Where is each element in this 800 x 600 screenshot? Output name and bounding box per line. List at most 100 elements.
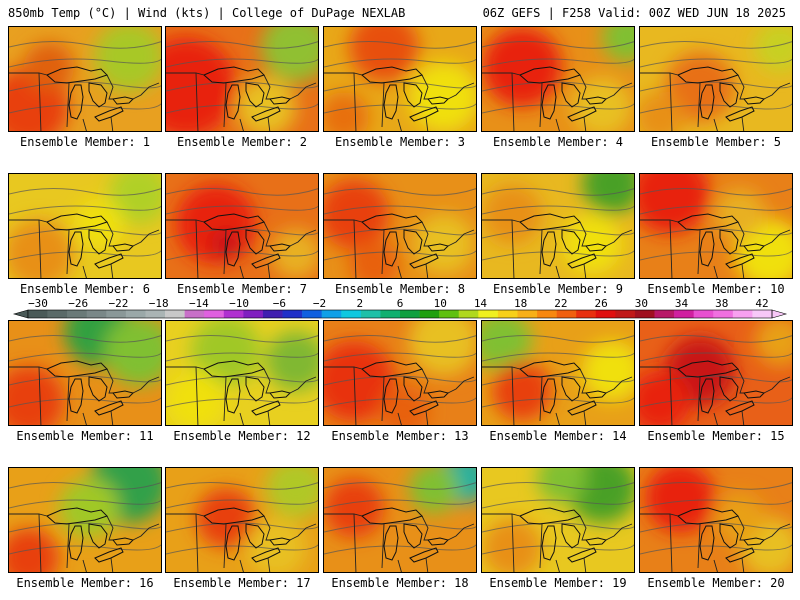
lake-ontario-outline: [112, 390, 134, 399]
lake-huron-outline: [719, 229, 739, 255]
lake-erie-outline: [409, 106, 439, 122]
temperature-field-shading: [166, 27, 318, 131]
lake-erie-outline: [725, 400, 755, 416]
height-contour-line: [166, 481, 318, 490]
height-contour-line: [9, 544, 161, 555]
lake-huron-outline: [561, 229, 581, 255]
lake-erie-outline: [567, 253, 597, 269]
height-contour-line: [166, 397, 318, 408]
lake-michigan-outline: [383, 378, 399, 414]
ensemble-member-map: [323, 173, 477, 279]
temperature-anomaly-region: [196, 488, 256, 548]
lake-michigan-outline: [383, 525, 399, 561]
lake-ontario-outline: [269, 537, 291, 546]
lake-erie-outline: [725, 547, 755, 563]
colorbar-segment: [419, 310, 440, 318]
colorbar-segment: [654, 310, 675, 318]
lake-michigan-outline: [68, 84, 84, 120]
height-contour-line: [640, 187, 792, 196]
lake-huron-outline: [561, 376, 581, 402]
height-contour-line: [9, 58, 161, 68]
lake-michigan-outline: [699, 231, 715, 267]
height-contour-line: [324, 481, 476, 490]
temperature-anomaly-region: [349, 27, 419, 82]
ensemble-member-map: [8, 26, 162, 132]
height-contour-line: [324, 397, 476, 408]
ensemble-member-label: Ensemble Member: 14: [489, 429, 627, 443]
temperature-anomaly-region: [562, 214, 622, 274]
state-borders: [511, 513, 587, 572]
colorbar-segment: [458, 310, 479, 318]
state-borders: [669, 513, 745, 572]
height-contour-line: [640, 103, 792, 114]
lake-michigan-outline: [699, 525, 715, 561]
lake-huron-outline: [403, 376, 423, 402]
lake-michigan-outline: [541, 231, 557, 267]
lake-ontario-outline: [427, 537, 449, 546]
colorbar-segment: [400, 310, 420, 318]
lake-huron-outline: [561, 82, 581, 108]
temperature-anomaly-region: [166, 371, 226, 425]
ensemble-member-label: Ensemble Member: 6: [19, 282, 151, 296]
colorbar-tick-label: 14: [474, 298, 488, 310]
colorbar-tick-label: 34: [675, 298, 689, 310]
ensemble-member-label: Ensemble Member: 5: [650, 135, 782, 149]
ensemble-member-label: Ensemble Member: 19: [489, 576, 627, 590]
colorbar-segment: [732, 310, 753, 318]
temperature-anomaly-region: [104, 321, 161, 386]
temperature-anomaly-region: [94, 27, 161, 92]
state-borders: [38, 219, 114, 278]
height-contour-line: [166, 352, 318, 362]
temperature-anomaly-region: [24, 42, 74, 92]
lake-superior-outline: [46, 213, 108, 231]
temperature-anomaly-region: [324, 92, 369, 131]
lake-michigan-outline: [541, 525, 557, 561]
lake-huron-outline: [403, 229, 423, 255]
lake-huron-outline: [88, 229, 108, 255]
lake-ontario-outline: [585, 96, 607, 105]
temperature-anomaly-region: [324, 478, 384, 538]
ensemble-member-map: [639, 26, 793, 132]
height-contour-line: [640, 40, 792, 49]
lake-ontario-outline: [743, 390, 765, 399]
colorbar-segment: [125, 310, 146, 318]
colorbar-segment: [693, 310, 714, 318]
lake-erie-outline: [251, 547, 281, 563]
temperature-anomaly-region: [572, 77, 632, 131]
lake-erie-outline: [409, 400, 439, 416]
lake-erie-outline: [409, 253, 439, 269]
height-contour-line: [482, 544, 634, 555]
temperature-anomaly-region: [266, 331, 318, 391]
header-valid-time: 06Z GEFS | F258 Valid: 00Z WED JUN 18 20…: [482, 6, 786, 20]
ensemble-member-label: Ensemble Member: 10: [647, 282, 785, 296]
colorbar-tick-label: −10: [229, 298, 249, 310]
height-contour-line: [166, 187, 318, 196]
temperature-colorbar: −30 −26 −22 −18 −14 −10 −6 −2 2 6 10 14 18 22 26 30 34 38…: [12, 298, 788, 319]
lake-erie-outline: [251, 400, 281, 416]
colorbar-tick-label: −2: [313, 298, 326, 310]
lake-erie-outline: [725, 253, 755, 269]
height-contour-line: [166, 544, 318, 555]
ensemble-member-map: [165, 26, 319, 132]
colorbar-segment: [752, 310, 773, 318]
ensemble-member-map: [481, 173, 635, 279]
lake-ontario-outline: [112, 537, 134, 546]
lake-superior-outline: [203, 360, 265, 378]
temperature-field-shading: [324, 27, 476, 131]
colorbar-tick-label: 6: [397, 298, 404, 310]
colorbar-segment: [47, 310, 68, 318]
ensemble-member-label: Ensemble Member: 3: [334, 135, 466, 149]
lake-erie-outline: [94, 106, 124, 122]
height-contour-line: [324, 205, 476, 215]
lake-michigan-outline: [383, 84, 399, 120]
lake-superior-outline: [677, 507, 739, 525]
colorbar-tick-label: 22: [554, 298, 567, 310]
lake-michigan-outline: [225, 525, 241, 561]
lake-huron-outline: [245, 376, 265, 402]
height-contour-line: [482, 250, 634, 261]
ensemble-member-label: Ensemble Member: 2: [176, 135, 308, 149]
height-contour-line: [482, 58, 634, 68]
height-contour-line: [324, 58, 476, 68]
lake-superior-outline: [361, 66, 423, 84]
ensemble-member-label: Ensemble Member: 20: [647, 576, 785, 590]
